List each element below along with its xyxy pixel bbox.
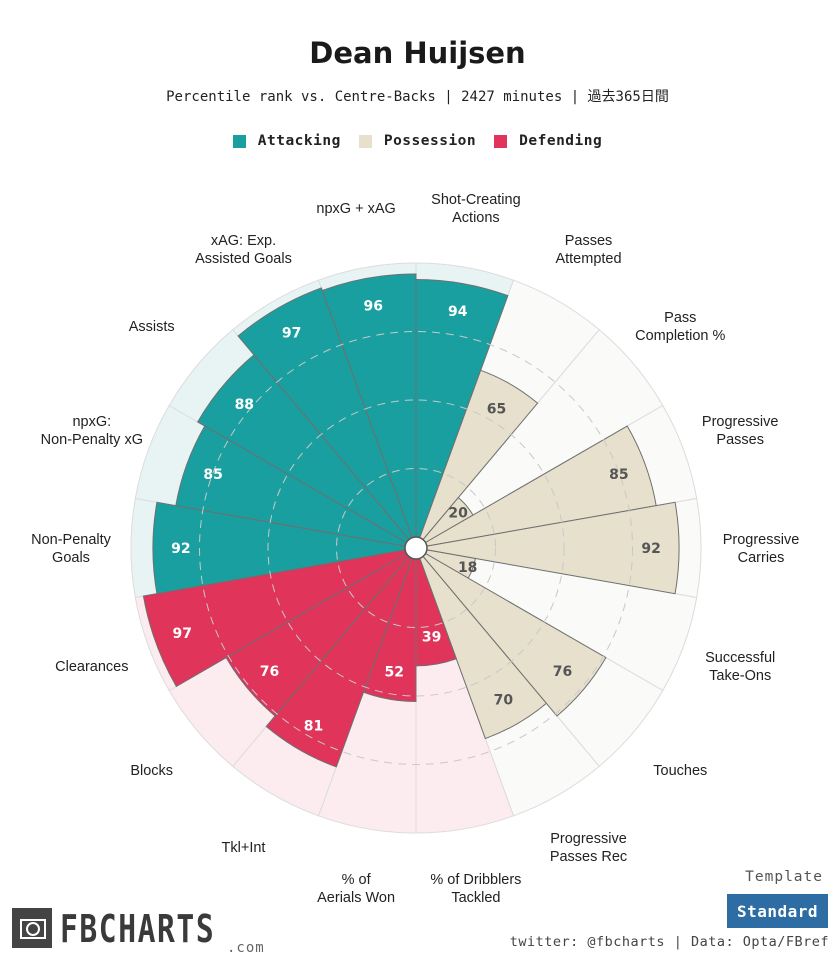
value-label-non-penalty-goals: 92	[171, 541, 190, 557]
category-label-of-aerials-won: % of Aerials Won	[317, 872, 395, 906]
category-label-clearances: Clearances	[55, 659, 128, 675]
template-button[interactable]: Standard	[727, 894, 828, 928]
value-label-xag-exp-assisted-goals: 97	[282, 326, 301, 342]
legend-swatch-defending	[494, 134, 508, 148]
center-circle	[404, 536, 428, 560]
grid-ring-50	[267, 399, 565, 697]
legend-item-defending: Defending	[494, 133, 602, 149]
category-label-npxg-non-penalty-xg: npxG: Non-Penalty xG	[41, 414, 143, 448]
legend-swatch-attacking	[232, 134, 246, 148]
logo-suffix: .com	[227, 940, 265, 956]
value-label-tkl-int: 81	[304, 718, 323, 734]
category-label-xag-exp-assisted-goals: xAG: Exp. Assisted Goals	[195, 233, 292, 267]
legend-label-attacking: Attacking	[257, 133, 341, 149]
legend-swatch-possession	[358, 134, 372, 148]
legend-label-defending: Defending	[519, 133, 603, 149]
value-label-pass-completion: 20	[448, 506, 468, 522]
grid-rings	[199, 331, 633, 765]
category-label-pass-completion: Pass Completion %	[635, 310, 725, 344]
legend-item-attacking: Attacking	[232, 133, 341, 149]
category-label-touches: Touches	[653, 763, 707, 779]
category-label-blocks: Blocks	[130, 763, 173, 779]
credits: twitter: @fbcharts | Data: Opta/FBref	[509, 934, 829, 950]
category-label-assists: Assists	[129, 319, 175, 335]
grid-ring-25	[336, 468, 496, 628]
category-label-shot-creating-actions: Shot-Creating Actions	[431, 192, 520, 226]
category-label-progressive-passes-rec: Progressive Passes Rec	[550, 831, 627, 865]
category-label-progressive-passes: Progressive Passes	[702, 414, 779, 448]
value-label-shot-creating-actions: 94	[448, 304, 468, 320]
category-label-of-dribblers-tackled: % of Dribblers Tackled	[430, 872, 521, 906]
value-label-assists: 88	[235, 397, 254, 413]
value-label-progressive-carries: 92	[641, 541, 660, 557]
category-label-progressive-carries: Progressive Carries	[723, 532, 800, 566]
value-label-passes-attempted: 65	[487, 401, 506, 417]
category-label-passes-attempted: Passes Attempted	[555, 233, 621, 267]
chart-title: Dean Huijsen	[309, 36, 526, 70]
value-label-npxg-xag: 96	[364, 299, 383, 315]
value-label-blocks: 76	[260, 664, 279, 680]
value-label-touches: 76	[553, 664, 572, 680]
chart-subtitle: Percentile rank vs. Centre-Backs | 2427 …	[166, 89, 669, 105]
logo-text: FBCHARTS	[60, 907, 216, 951]
value-label-npxg-non-penalty-xg: 85	[203, 467, 222, 483]
value-label-progressive-passes: 85	[609, 467, 628, 483]
legend-label-possession: Possession	[383, 133, 477, 149]
category-label-tkl-int: Tkl+Int	[222, 840, 266, 856]
legend-item-possession: Possession	[358, 133, 477, 149]
category-label-non-penalty-goals: Non-Penalty Goals	[31, 532, 112, 566]
pitch-icon	[12, 908, 52, 948]
legend: Attacking Possession Defending	[0, 133, 835, 149]
category-labels: Non-Penalty Goals npxG: Non-Penalty xG Assis…	[31, 192, 799, 906]
fbcharts-logo: FBCHARTS	[12, 908, 259, 948]
value-label-progressive-passes-rec: 70	[494, 692, 514, 708]
template-label: Template	[745, 869, 823, 885]
value-label-of-dribblers-tackled: 39	[422, 629, 441, 645]
value-label-clearances: 97	[172, 626, 191, 642]
category-label-npxg-xag: npxG + xAG	[316, 201, 395, 217]
value-label-of-aerials-won: 52	[384, 665, 403, 681]
grid-ring-75	[199, 331, 633, 765]
value-labels: 92 85 88 97 96 94 65 20 85 92 18 76 70 39 52 81 76 97	[171, 299, 661, 735]
category-label-successful-take-ons: Successful Take-Ons	[705, 650, 775, 684]
value-label-successful-take-ons: 18	[458, 560, 477, 576]
